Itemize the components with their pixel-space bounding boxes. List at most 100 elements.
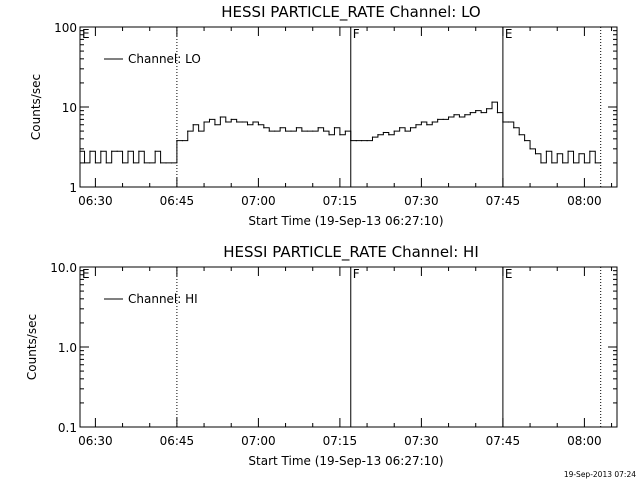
panel-hi: HESSI PARTICLE_RATE Channel: HI 0.1 1.0 10… [25, 243, 618, 468]
legend: Channel: HI [104, 292, 198, 306]
y-tick-label: 10 [62, 101, 77, 115]
data-point [404, 130, 406, 132]
data-point [344, 130, 346, 132]
data-point [252, 121, 254, 123]
data-point [388, 134, 390, 136]
x-tick-label: 06:45 [160, 194, 195, 208]
data-point [111, 150, 113, 152]
data-point [524, 140, 526, 142]
data-point [192, 124, 194, 126]
y-axis-label: Counts/sec [29, 74, 43, 140]
data-point [198, 130, 200, 132]
data-point [589, 150, 591, 152]
data-point [100, 150, 102, 152]
x-axis-label: Start Time (19-Sep-13 06:27:10) [248, 214, 443, 228]
x-tick-label: 06:45 [160, 434, 195, 448]
data-point [159, 162, 162, 164]
data-point [415, 124, 417, 126]
x-tick-label: 07:15 [323, 434, 358, 448]
legend: Channel: LO [104, 52, 201, 66]
data-point [600, 162, 602, 164]
data-point [116, 150, 118, 152]
x-tick-label: 07:00 [241, 194, 276, 208]
data-point [94, 162, 96, 164]
marker-label: E [82, 27, 90, 41]
data-point [355, 140, 357, 142]
data-point [279, 127, 281, 129]
data-point [301, 130, 303, 132]
y-tick-label: 0.1 [58, 421, 77, 435]
data-point [225, 121, 227, 123]
chart-title: HESSI PARTICLE_RATE Channel: LO [221, 3, 480, 22]
data-point [257, 124, 259, 126]
x-tick-label: 07:30 [404, 194, 439, 208]
data-point [339, 134, 341, 136]
data-point [89, 150, 91, 152]
data-point [241, 121, 243, 123]
data-point [393, 130, 395, 132]
marker-label: E [505, 267, 513, 281]
y-tick-label: 1 [69, 181, 77, 195]
data-point [594, 162, 596, 164]
data-point [447, 116, 450, 118]
marker-label: F [353, 27, 360, 41]
data-point [295, 127, 298, 129]
data-point [426, 124, 428, 126]
data-point [420, 121, 422, 123]
data-point [268, 130, 270, 132]
data-point [475, 110, 477, 112]
data-point [246, 124, 249, 126]
series-line [80, 101, 601, 164]
data-point [562, 162, 564, 164]
data-point [230, 118, 232, 120]
data-point [149, 162, 151, 164]
data-point [572, 162, 575, 164]
marker-label: F [353, 267, 360, 281]
x-tick-label: 07:45 [486, 434, 521, 448]
y-tick-label: 100 [54, 21, 77, 35]
data-point [127, 150, 129, 152]
marker-label: E [82, 267, 90, 281]
data-point [567, 150, 569, 152]
data-point [263, 127, 265, 129]
data-point [491, 101, 493, 103]
data-point [187, 130, 189, 132]
data-point [507, 121, 509, 123]
data-point [540, 162, 542, 164]
data-point [453, 114, 455, 116]
y-tick-label: 1.0 [58, 341, 77, 355]
data-point [203, 121, 205, 123]
data-point [274, 130, 276, 132]
data-point [170, 162, 173, 164]
data-point [382, 131, 384, 134]
data-point [578, 153, 580, 155]
panel-lo: HESSI PARTICLE_RATE Channel: LO 1 10 100 0… [29, 3, 618, 228]
data-point [518, 134, 520, 136]
data-point [132, 162, 135, 164]
legend-label: Channel: LO [128, 52, 201, 66]
data-point [208, 118, 211, 120]
chart-title: HESSI PARTICLE_RATE Channel: HI [223, 243, 479, 262]
legend-label: Channel: HI [128, 292, 198, 306]
data-point [312, 130, 314, 132]
data-point [306, 130, 308, 132]
data-point [328, 134, 330, 136]
x-tick-label: 08:00 [567, 434, 602, 448]
data-point [583, 162, 585, 164]
data-point [480, 112, 482, 114]
data-point [502, 121, 504, 123]
data-point [350, 140, 352, 142]
data-point [534, 153, 537, 155]
data-point [409, 127, 412, 129]
data-point [371, 136, 374, 138]
data-point [366, 140, 368, 142]
data-point [138, 150, 140, 152]
data-point [176, 140, 178, 142]
data-point [165, 162, 167, 164]
data-point [545, 150, 547, 152]
data-point [431, 121, 433, 123]
data-point [83, 162, 86, 164]
x-tick-label: 07:15 [323, 194, 358, 208]
data-point [214, 124, 216, 126]
